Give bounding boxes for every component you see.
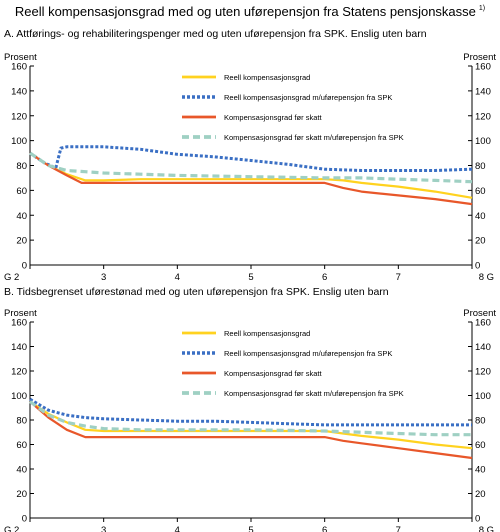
panel-b-xtick-label: 6: [322, 525, 327, 532]
panel-b-ytick-label-right: 0: [475, 514, 480, 525]
panel-a-ytick-label-right: 20: [475, 236, 486, 247]
panel-a-xtick-label: 4: [175, 272, 180, 283]
panel-b-ytick-label-right: 40: [475, 465, 486, 476]
panel-a-legend-label-4: Kompensasjonsgrad før skatt m/uførepensj…: [224, 133, 404, 142]
panel-b-series-line-1: [29, 400, 473, 450]
panel-b-series-line-4: [29, 400, 472, 437]
panel-b-series-line-3: [29, 400, 473, 460]
panel-a-series-line-1: [29, 152, 473, 199]
panel-b-xtick-label: 5: [248, 525, 253, 532]
panel-a-ytick-label-right: 100: [475, 136, 491, 147]
panel-b-legend-label-3: Kompensasjonsgrad før skatt: [224, 369, 322, 378]
panel-b-ytick-label-left: 80: [16, 416, 27, 427]
panel-a-ytick-label-left: 20: [16, 236, 27, 247]
chart-title: Reell kompensasjonsgrad med og uten ufør…: [0, 4, 500, 19]
panel-b-ytick-label-left: 20: [16, 489, 27, 500]
panel-a-ytick-label-left: 120: [11, 111, 27, 122]
panel-a-ytick-label-left: 40: [16, 211, 27, 222]
panel-a-ytick-label-right: 160: [475, 62, 491, 73]
panel-a-xtick-label: 6: [322, 272, 327, 283]
panel-a-title: A. Attførings- og rehabiliteringspenger …: [4, 28, 427, 40]
panel-b-xtick-label: 4: [175, 525, 180, 532]
panel-b-ytick-label-left: 100: [11, 391, 27, 402]
panel-b-ytick-label-right: 140: [475, 342, 491, 353]
panel-a-legend-label-2: Reell kompensasjonsgrad m/uførepensjon f…: [224, 93, 392, 102]
panel-b-ylabel-left: Prosent: [4, 308, 37, 319]
panel-a-series-line-3: [29, 152, 473, 206]
panel-b-ytick-label-right: 100: [475, 391, 491, 402]
panel-a-legend-label-1: Reell kompensasjonsgrad: [224, 73, 310, 82]
panel-b-ytick-label-left: 40: [16, 465, 27, 476]
panel-a-ytick-label-left: 140: [11, 86, 27, 97]
panel-b-ytick-label-left: 120: [11, 367, 27, 378]
panel-b-xtick-label: G 2: [4, 525, 19, 532]
panel-a-ytick-label-left: 0: [22, 261, 27, 272]
panel-a-series-line-2: [29, 145, 473, 172]
panel-a-ytick-label-right: 140: [475, 86, 491, 97]
panel-b-ytick-label-left: 140: [11, 342, 27, 353]
panel-b-xtick-label: 8 G: [479, 525, 494, 532]
panel-b-legend-label-2: Reell kompensasjonsgrad m/uførepensjon f…: [224, 349, 392, 358]
panel-a-ytick-label-left: 80: [16, 161, 27, 172]
panel-b-title: B. Tidsbegrenset uførestønad med og uten…: [4, 286, 389, 298]
panel-b-ytick-label-right: 160: [475, 318, 491, 329]
panel-a-xtick-label: 5: [248, 272, 253, 283]
panel-b-ylabel-right: Prosent: [463, 308, 496, 319]
panel-a-xtick-label: 7: [396, 272, 401, 283]
panel-b-ytick-label-right: 120: [475, 367, 491, 378]
panel-a-legend-label-3: Kompensasjonsgrad før skatt: [224, 113, 322, 122]
panel-b-xtick-label: 3: [101, 525, 106, 532]
panel-b-ytick-label-left: 160: [11, 318, 27, 329]
panel-a-ylabel-left: Prosent: [4, 52, 37, 63]
footnote-marker: 1): [478, 5, 486, 12]
panel-a-ytick-label-right: 120: [475, 111, 491, 122]
panel-b-ytick-label-right: 60: [475, 440, 486, 451]
panel-a-ytick-label-left: 60: [16, 186, 27, 197]
panel-a-ytick-label-right: 0: [475, 261, 480, 272]
panel-a-xtick-label: 8 G: [479, 272, 494, 283]
panel-a-ytick-label-right: 40: [475, 211, 486, 222]
panel-a-ytick-label-right: 80: [475, 161, 486, 172]
panel-b-series-line-2: [29, 397, 472, 427]
panel-a-ylabel-right: Prosent: [463, 52, 496, 63]
chart-title-text: Reell kompensasjonsgrad med og uten ufør…: [14, 4, 476, 19]
panel-b-ytick-label-right: 20: [475, 489, 486, 500]
panel-b-ytick-label-left: 60: [16, 440, 27, 451]
panel-b-legend-label-4: Kompensasjonsgrad før skatt m/uførepensj…: [224, 389, 404, 398]
panel-b-legend-label-1: Reell kompensasjonsgrad: [224, 329, 310, 338]
panel-a-series-line-4: [29, 151, 473, 184]
panel-a-ytick-label-left: 160: [11, 62, 27, 73]
panel-a-ytick-label-left: 100: [11, 136, 27, 147]
panel-a-ytick-label-right: 60: [475, 186, 486, 197]
panel-a-xtick-label: G 2: [4, 272, 19, 283]
panel-b-ytick-label-left: 0: [22, 514, 27, 525]
panel-a-xtick-label: 3: [101, 272, 106, 283]
panel-b-ytick-label-right: 80: [475, 416, 486, 427]
panel-b-xtick-label: 7: [396, 525, 401, 532]
